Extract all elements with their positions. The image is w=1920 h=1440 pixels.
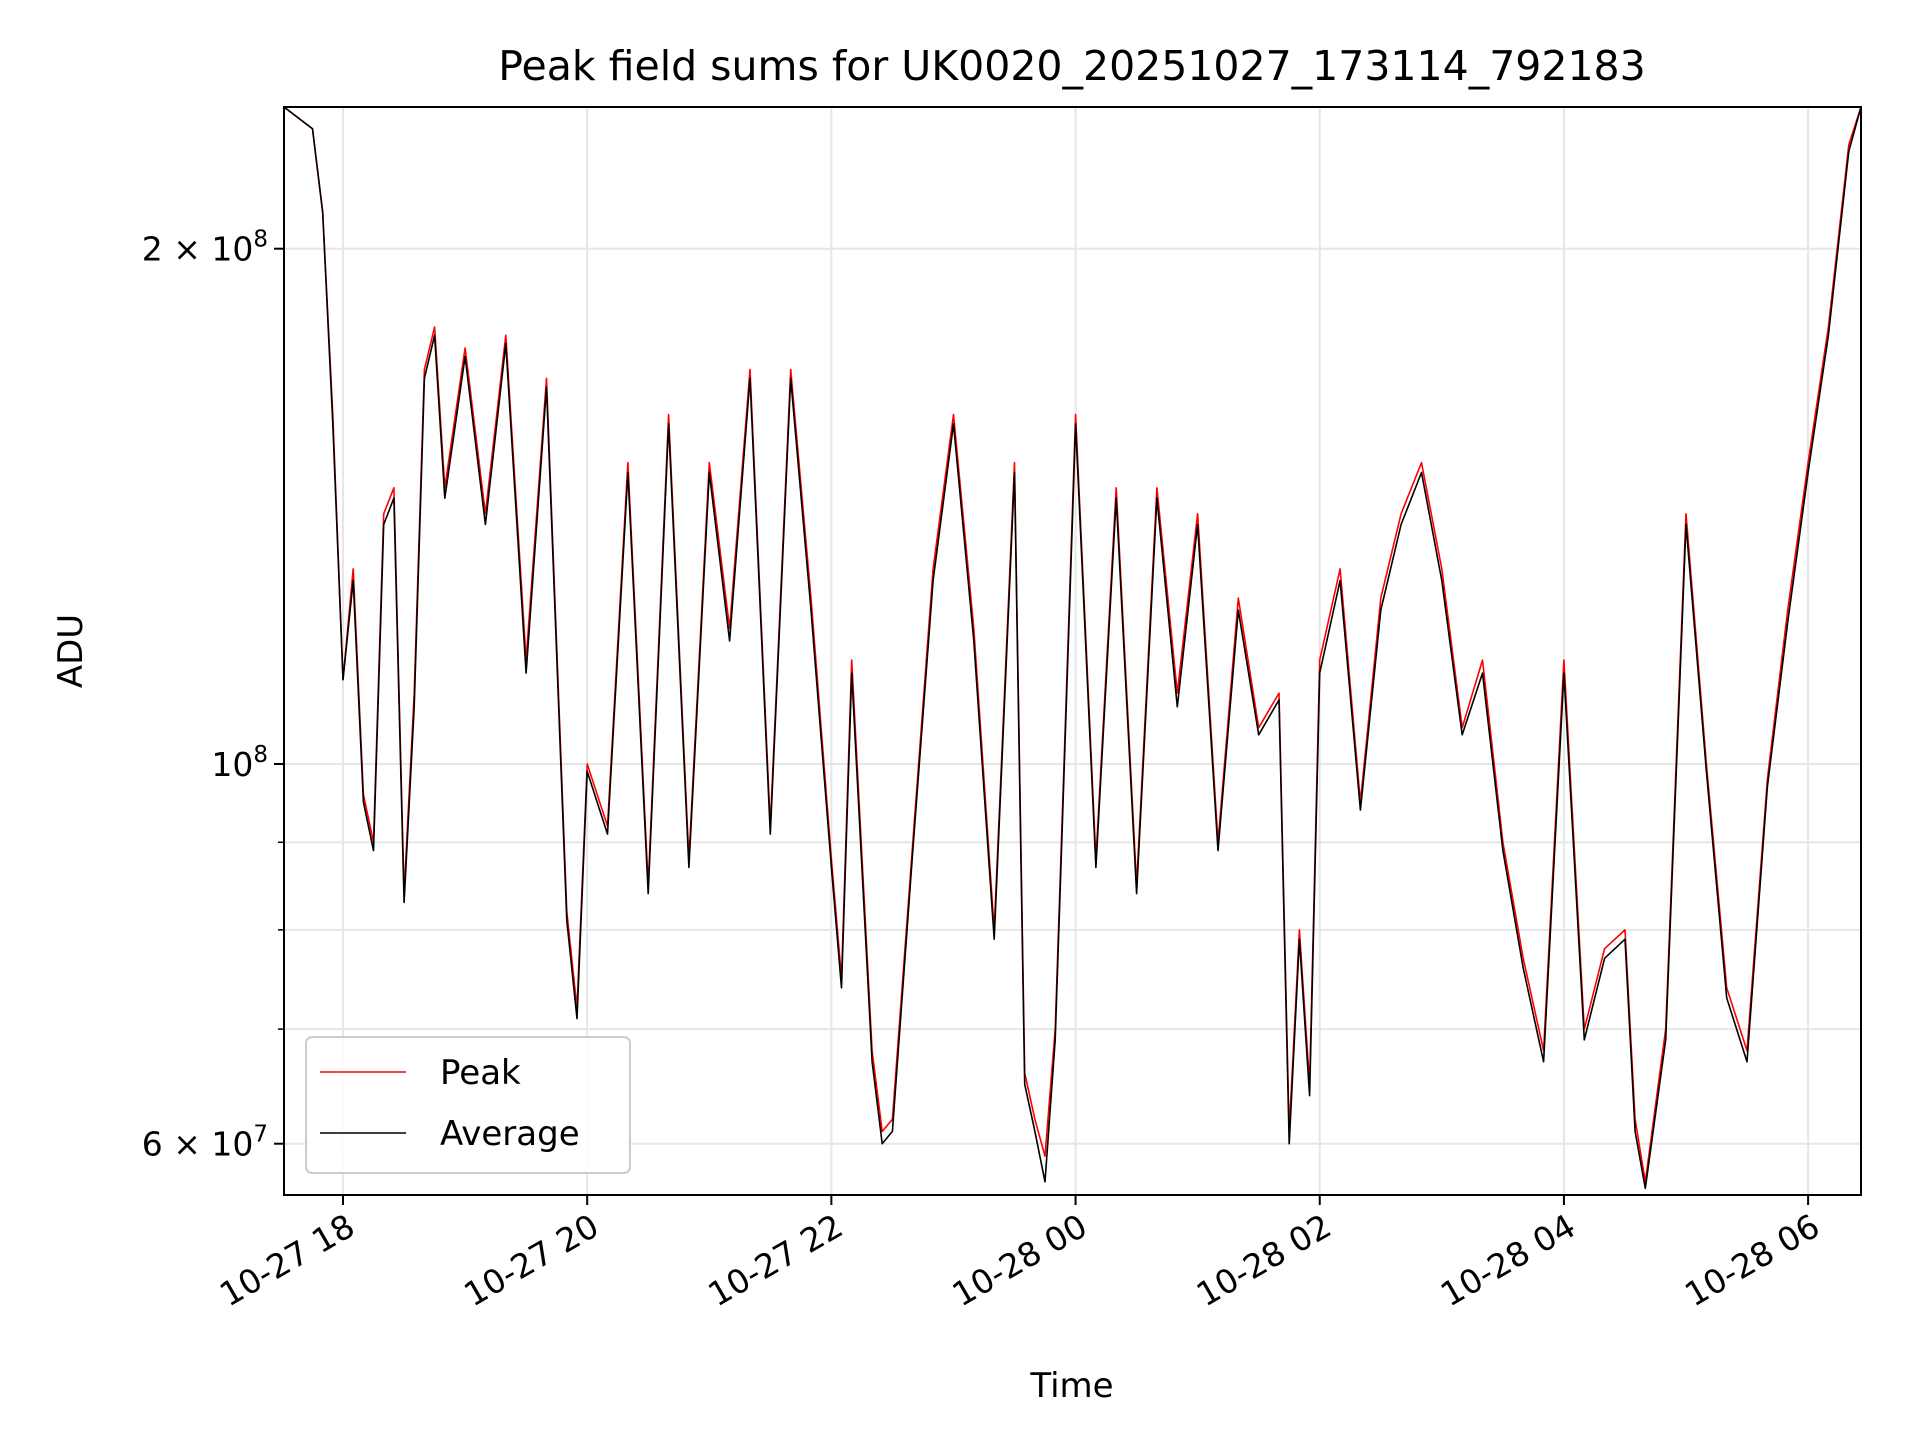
plot-area-frame (283, 106, 1862, 1196)
y-tick-label: 6 × 107 (142, 1122, 268, 1164)
y-axis-label: ADU (51, 614, 91, 688)
y-axis: 2 × 108 108 6 × 107 (142, 227, 284, 1164)
y-tick-label: 2 × 108 (142, 227, 268, 269)
gridlines (284, 107, 1861, 1195)
legend: Peak Average (305, 1036, 631, 1174)
legend-label-peak: Peak (440, 1053, 521, 1093)
x-axis-label: Time (1029, 1366, 1113, 1406)
chart-title: Peak field sums for UK0020_20251027_1731… (498, 42, 1645, 90)
series-line-average (283, 106, 1862, 1190)
y-tick-label: 108 (211, 742, 268, 784)
legend-label-average: Average (440, 1114, 580, 1154)
series-lines (283, 106, 1862, 1190)
legend-box (305, 1036, 631, 1174)
